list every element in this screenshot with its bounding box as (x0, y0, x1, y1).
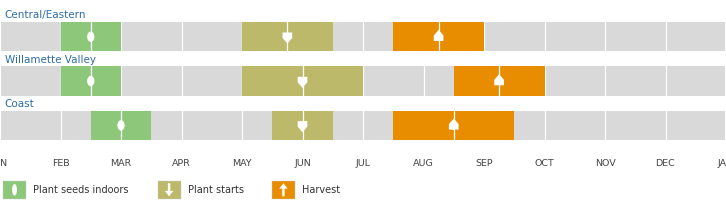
Bar (393, 22, 484, 51)
Bar (497, 79, 501, 85)
Text: JUL: JUL (356, 159, 370, 168)
FancyArrow shape (282, 32, 293, 44)
Ellipse shape (118, 120, 125, 131)
Bar (3, 181, 26, 199)
Bar (60, 66, 121, 96)
Ellipse shape (87, 32, 94, 42)
FancyArrow shape (494, 74, 504, 85)
Bar (272, 111, 333, 140)
Ellipse shape (12, 184, 17, 196)
Text: MAY: MAY (232, 159, 252, 168)
FancyArrow shape (165, 183, 174, 196)
Text: OCT: OCT (534, 159, 555, 168)
Bar (437, 34, 440, 41)
Bar (60, 22, 121, 51)
Bar (393, 111, 514, 140)
Bar (158, 181, 181, 199)
Bar (0, 111, 726, 140)
Text: JAN: JAN (0, 159, 8, 168)
Text: Plant seeds indoors: Plant seeds indoors (33, 185, 129, 195)
Text: Willamette Valley: Willamette Valley (5, 54, 96, 64)
Bar (91, 111, 151, 140)
Text: Harvest: Harvest (302, 185, 340, 195)
Text: Coast: Coast (5, 99, 35, 109)
Text: JAN: JAN (718, 159, 726, 168)
FancyArrow shape (298, 121, 307, 132)
Bar (242, 66, 363, 96)
Text: Central/Eastern: Central/Eastern (5, 10, 86, 20)
Text: FEB: FEB (52, 159, 69, 168)
Text: JUN: JUN (294, 159, 311, 168)
FancyArrow shape (280, 183, 287, 196)
Bar (242, 22, 333, 51)
Bar (272, 181, 295, 199)
Text: Plant starts: Plant starts (188, 185, 244, 195)
Text: SEP: SEP (476, 159, 493, 168)
Bar (452, 123, 455, 130)
Text: NOV: NOV (595, 159, 616, 168)
Text: DEC: DEC (656, 159, 675, 168)
Ellipse shape (87, 76, 94, 86)
Bar (454, 66, 544, 96)
Bar (0, 66, 726, 96)
Text: APR: APR (172, 159, 191, 168)
Text: AUG: AUG (413, 159, 434, 168)
FancyArrow shape (298, 77, 307, 88)
Bar (0, 22, 726, 51)
Text: MAR: MAR (110, 159, 131, 168)
FancyArrow shape (433, 30, 444, 41)
FancyArrow shape (449, 119, 459, 130)
